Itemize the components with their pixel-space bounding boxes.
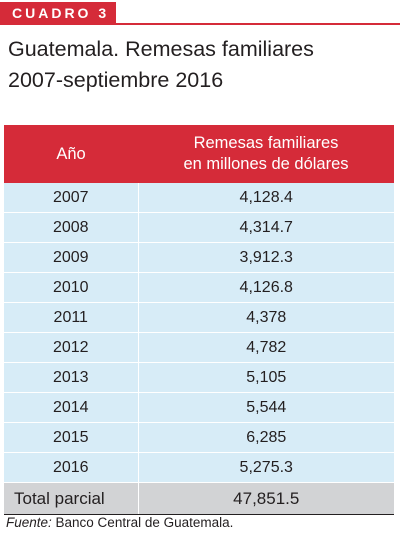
value-cell: 5,544 (138, 392, 394, 423)
header-divider (0, 23, 400, 25)
table-number-badge: CUADRO 3 (0, 2, 117, 24)
remittances-table: Año Remesas familiares en millones de dó… (4, 125, 394, 515)
year-cell: 2011 (4, 302, 139, 333)
year-cell: 2013 (4, 362, 139, 393)
source-label: Fuente: (6, 515, 52, 530)
value-cell: 5,105 (138, 362, 394, 393)
year-column-header: Año (4, 125, 138, 183)
year-cell: 2016 (4, 452, 139, 483)
value-cell: 4,126.8 (138, 272, 394, 303)
year-cell: 2010 (4, 272, 139, 303)
value-cell: 4,128.4 (138, 183, 394, 213)
year-cell: 2009 (4, 242, 139, 273)
total-label: Total parcial (4, 482, 139, 515)
year-cell: 2014 (4, 392, 139, 423)
value-cell: 4,378 (138, 302, 394, 333)
value-header-line-1: Remesas familiares (193, 134, 339, 152)
value-cell: 3,912.3 (138, 242, 394, 273)
year-cell: 2008 (4, 212, 139, 243)
table-row: 2012 4,782 (4, 332, 394, 363)
table-header-row: Año Remesas familiares en millones de dó… (4, 125, 394, 183)
table-row: 2013 5,105 (4, 362, 394, 393)
table-row: 2011 4,378 (4, 302, 394, 333)
source-text: Banco Central de Guatemala. (51, 515, 234, 530)
value-cell: 5,275.3 (138, 452, 394, 483)
page-title: Guatemala. Remesas familiares 2007-septi… (8, 34, 393, 96)
table-row: 2007 4,128.4 (4, 183, 394, 213)
total-value: 47,851.5 (138, 482, 394, 515)
table-row: 2014 5,544 (4, 392, 394, 423)
year-cell: 2015 (4, 422, 139, 453)
value-cell: 4,782 (138, 332, 394, 363)
source-note: Fuente: Banco Central de Guatemala. (6, 515, 233, 530)
value-cell: 6,285 (138, 422, 394, 453)
table-row: 2016 5,275.3 (4, 452, 394, 483)
title-line-2: 2007-septiembre 2016 (8, 68, 224, 92)
value-header-line-2: en millones de dólares (183, 155, 349, 173)
year-cell: 2007 (4, 183, 139, 213)
table-row: 2015 6,285 (4, 422, 394, 453)
table-row: 2010 4,126.8 (4, 272, 394, 303)
table-row: 2009 3,912.3 (4, 242, 394, 273)
year-cell: 2012 (4, 332, 139, 363)
value-column-header: Remesas familiares en millones de dólare… (138, 125, 394, 183)
badge-label: CUADRO 3 (12, 5, 110, 21)
table-row: 2008 4,314.7 (4, 212, 394, 243)
title-line-1: Guatemala. Remesas familiares (8, 37, 314, 61)
value-cell: 4,314.7 (138, 212, 394, 243)
total-row: Total parcial 47,851.5 (4, 482, 394, 515)
